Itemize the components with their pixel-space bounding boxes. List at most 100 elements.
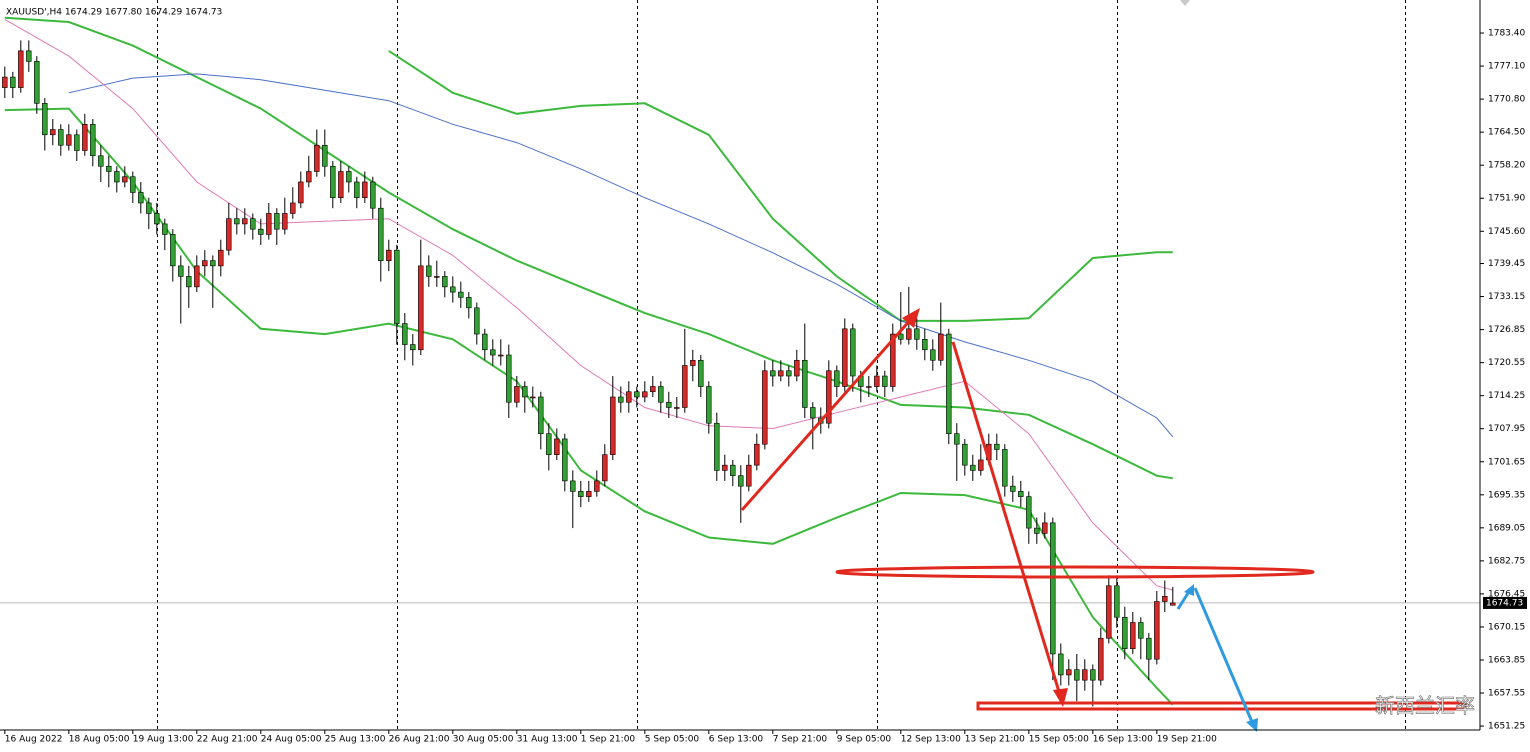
- candle-body: [418, 265, 424, 351]
- candle-body: [914, 328, 920, 340]
- candle-body: [138, 192, 144, 204]
- candle-body: [882, 375, 888, 387]
- candle-body: [410, 344, 416, 351]
- watermark: 新西兰汇率: [1375, 694, 1475, 718]
- x-tick-label: 5 Sep 05:00: [645, 735, 700, 745]
- last-price-label: 1674.73: [1486, 598, 1523, 608]
- candle-body: [906, 328, 912, 340]
- candle-body: [738, 475, 744, 487]
- y-tick-label: 1758.20: [1488, 161, 1525, 171]
- candle-body: [98, 155, 104, 167]
- y-tick-label: 1663.85: [1488, 655, 1525, 665]
- candle-body: [1098, 637, 1104, 681]
- x-tick-label: 6 Sep 13:00: [709, 735, 764, 745]
- y-tick-label: 1670.15: [1488, 622, 1525, 632]
- candle-body: [514, 386, 520, 403]
- candle-body: [850, 328, 856, 377]
- annotations: [740, 0, 1467, 732]
- arrow-down: [951, 341, 1062, 696]
- candle-body: [1058, 653, 1064, 676]
- candle-body: [50, 129, 56, 136]
- candle-body: [474, 307, 480, 335]
- candle-body: [18, 50, 24, 88]
- candle-body: [970, 464, 976, 471]
- x-tick-label: 1 Sep 21:00: [581, 735, 636, 745]
- candle-body: [170, 234, 176, 267]
- y-tick-label: 1720.55: [1488, 358, 1525, 368]
- candle-body: [274, 213, 280, 230]
- candle-body: [946, 333, 952, 434]
- x-tick-label: 9 Sep 05:00: [837, 735, 892, 745]
- candle-body: [530, 396, 536, 399]
- candle-body: [298, 181, 304, 204]
- candles: [2, 40, 1176, 707]
- candle-body: [1170, 602, 1176, 606]
- candle-body: [1138, 622, 1144, 639]
- candle-body: [754, 443, 760, 466]
- arrow-blue-down: [1193, 587, 1254, 723]
- candle-body: [1074, 669, 1080, 681]
- candle-body: [42, 103, 48, 136]
- candle-body: [106, 165, 112, 172]
- candle-body: [618, 396, 624, 403]
- candle-body: [546, 433, 552, 455]
- candle-body: [210, 260, 216, 267]
- candle-body: [1018, 491, 1024, 497]
- candle-body: [226, 218, 232, 251]
- candle-body: [314, 144, 320, 172]
- candle-body: [722, 464, 728, 471]
- candle-body: [1154, 601, 1160, 660]
- candle-body: [730, 464, 736, 476]
- candle-body: [146, 202, 152, 214]
- candle-body: [282, 213, 288, 230]
- chart-title: XAUUSD',H4 1674.29 1677.80 1674.29 1674.…: [6, 8, 222, 18]
- candle-body: [1106, 585, 1112, 639]
- x-tick-label: 24 Aug 05:00: [261, 735, 322, 745]
- candle-body: [490, 349, 496, 356]
- candle-body: [450, 286, 456, 293]
- y-tick-label: 1714.25: [1488, 391, 1525, 401]
- candle-body: [554, 438, 560, 455]
- y-tick-label: 1695.35: [1488, 490, 1525, 500]
- candle-body: [122, 176, 128, 183]
- candle-body: [1050, 522, 1056, 655]
- candle-body: [58, 129, 64, 146]
- arrow-head: [1246, 718, 1258, 732]
- candle-body: [194, 265, 200, 288]
- candle-body: [266, 213, 272, 235]
- y-tick-label: 1651.25: [1488, 722, 1525, 732]
- candle-body: [938, 333, 944, 361]
- candle-body: [338, 171, 344, 199]
- candle-body: [1026, 496, 1032, 529]
- candle-body: [698, 359, 704, 387]
- candle-body: [162, 223, 168, 235]
- candle-body: [1002, 449, 1008, 487]
- candle-body: [626, 391, 632, 403]
- candle-body: [290, 202, 296, 214]
- indicator-line: [68, 73, 1174, 438]
- candle-body: [2, 76, 8, 88]
- candle-body: [610, 396, 616, 455]
- candle-body: [642, 391, 648, 398]
- candle-body: [250, 218, 256, 230]
- candle-body: [786, 370, 792, 377]
- x-tick-label: 15 Sep 05:00: [1029, 735, 1089, 745]
- candle-body: [218, 249, 224, 267]
- candle-body: [922, 339, 928, 351]
- candle-body: [1146, 637, 1152, 660]
- candle-body: [1082, 669, 1088, 681]
- candle-body: [690, 359, 696, 366]
- candle-body: [346, 171, 352, 183]
- candle-body: [306, 171, 312, 183]
- y-tick-label: 1682.75: [1488, 556, 1525, 566]
- x-tick-label: 16 Aug 2022: [5, 735, 63, 745]
- candle-body: [394, 249, 400, 324]
- x-tick-label: 18 Aug 05:00: [69, 735, 130, 745]
- arrow-head: [902, 308, 920, 328]
- x-tick-label: 22 Aug 21:00: [197, 735, 258, 745]
- candle-body: [770, 370, 776, 377]
- candle-body: [466, 297, 472, 309]
- candle-body: [1122, 616, 1128, 650]
- candle-body: [498, 354, 504, 357]
